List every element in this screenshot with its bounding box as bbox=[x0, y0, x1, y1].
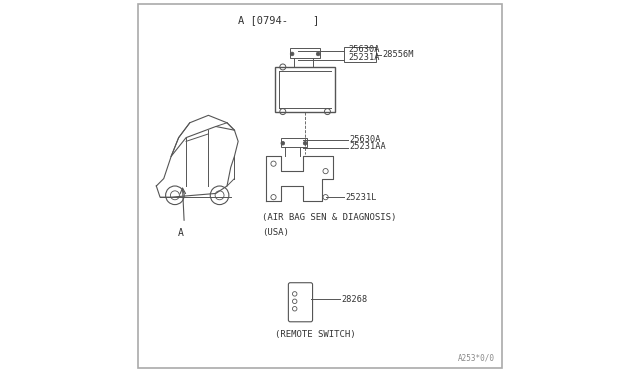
Circle shape bbox=[303, 141, 307, 145]
Bar bbox=[344, 47, 376, 62]
FancyBboxPatch shape bbox=[138, 4, 502, 368]
Text: (REMOTE SWITCH): (REMOTE SWITCH) bbox=[275, 330, 356, 339]
Bar bbox=[275, 67, 335, 112]
Text: 25630A: 25630A bbox=[348, 45, 380, 54]
Text: 25231AA: 25231AA bbox=[349, 142, 386, 151]
Text: (USA): (USA) bbox=[262, 228, 289, 237]
Text: 25231L: 25231L bbox=[346, 193, 377, 202]
Bar bbox=[281, 138, 307, 147]
FancyBboxPatch shape bbox=[289, 283, 312, 322]
Text: (AIR BAG SEN & DIAGNOSIS): (AIR BAG SEN & DIAGNOSIS) bbox=[262, 213, 397, 222]
Text: 25231A: 25231A bbox=[348, 53, 380, 62]
Bar bbox=[291, 48, 320, 58]
Text: A [0794-    ]: A [0794- ] bbox=[238, 16, 319, 25]
Text: A: A bbox=[179, 228, 184, 237]
Text: 25630A: 25630A bbox=[349, 135, 381, 144]
Circle shape bbox=[316, 52, 320, 56]
Text: A253*0/0: A253*0/0 bbox=[458, 353, 495, 362]
Text: 28556M: 28556M bbox=[382, 50, 413, 59]
Circle shape bbox=[290, 52, 294, 56]
Circle shape bbox=[281, 141, 285, 145]
Text: 28268: 28268 bbox=[342, 295, 368, 304]
